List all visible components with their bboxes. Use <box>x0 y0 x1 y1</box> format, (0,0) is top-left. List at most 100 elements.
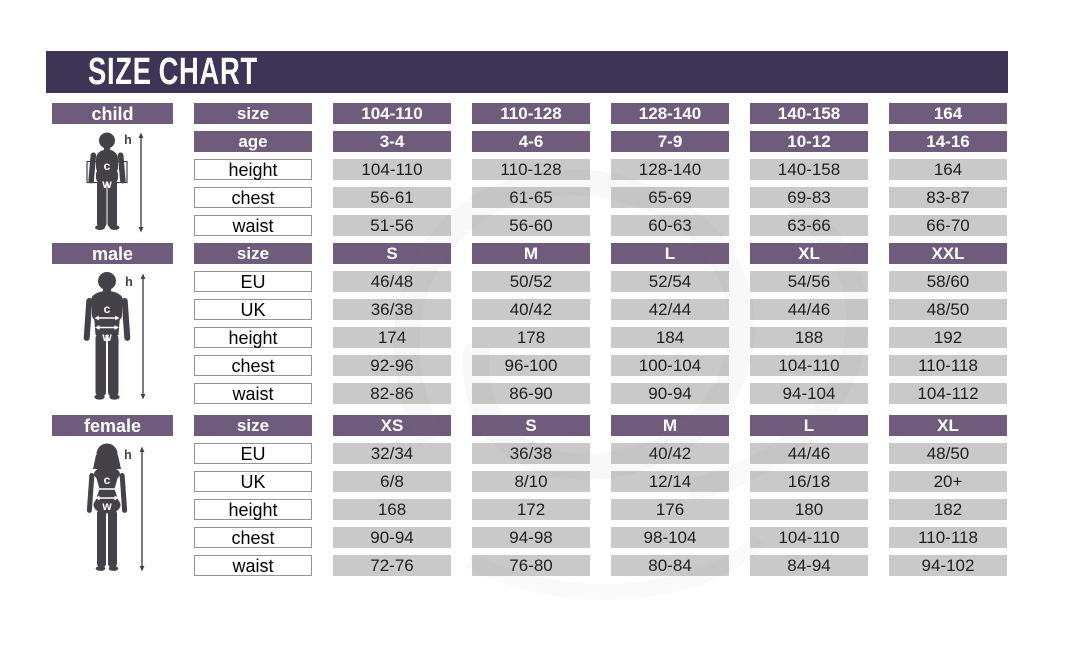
value-cell: 14-16 <box>889 131 1007 152</box>
value-cell: M <box>472 243 590 264</box>
value-cell: 61-65 <box>472 187 590 208</box>
value-cell: 110-118 <box>889 527 1007 548</box>
row-label-chest: chest <box>194 527 312 548</box>
height-label: h <box>124 133 132 147</box>
row-label-uk: UK <box>194 299 312 320</box>
height-label: h <box>125 275 133 289</box>
value-cell: 46/48 <box>333 271 451 292</box>
chest-label: c <box>103 302 110 316</box>
waist-arrow-icon <box>94 495 119 501</box>
row-label-height: height <box>194 499 312 520</box>
value-cell: 76-80 <box>472 555 590 576</box>
waist-label: w <box>101 499 112 513</box>
value-cell: 104-112 <box>889 383 1007 404</box>
row-label-size: size <box>194 243 312 264</box>
value-cell: 58/60 <box>889 271 1007 292</box>
value-cell: 40/42 <box>472 299 590 320</box>
value-cell: 192 <box>889 327 1007 348</box>
row-label-eu: EU <box>194 271 312 292</box>
value-cell: 6/8 <box>333 471 451 492</box>
row-label-height: height <box>194 159 312 180</box>
row-label-chest: chest <box>194 187 312 208</box>
child-figure-slot: h c w <box>52 131 173 236</box>
value-cell: 52/54 <box>611 271 729 292</box>
value-cell: L <box>611 243 729 264</box>
value-cell: 178 <box>472 327 590 348</box>
value-cell: 172 <box>472 499 590 520</box>
row-label-chest: chest <box>194 355 312 376</box>
chest-arrow-icon <box>92 486 121 492</box>
value-cell: XXL <box>889 243 1007 264</box>
row-label-size: size <box>194 415 312 436</box>
value-cell: 12/14 <box>611 471 729 492</box>
value-cell: 128-140 <box>611 103 729 124</box>
value-cell: 140-158 <box>750 159 868 180</box>
female-figure-slot: h c w <box>52 443 173 576</box>
value-cell: 110-128 <box>472 159 590 180</box>
size-chart: child h c w size 104-110 110-128 128-140 140… <box>52 103 1007 576</box>
male-figure-slot: h c w <box>52 271 173 404</box>
value-cell: 184 <box>611 327 729 348</box>
value-cell: 3-4 <box>333 131 451 152</box>
value-cell: 92-96 <box>333 355 451 376</box>
value-cell: 104-110 <box>750 355 868 376</box>
value-cell: 80-84 <box>611 555 729 576</box>
value-cell: 66-70 <box>889 215 1007 236</box>
value-cell: 104-110 <box>750 527 868 548</box>
value-cell: 94-104 <box>750 383 868 404</box>
male-figure-icon: h c w <box>83 272 145 400</box>
value-cell: 51-56 <box>333 215 451 236</box>
size-section-female: female h c <box>52 415 1007 576</box>
title-bar: SIZE CHART <box>46 51 1008 93</box>
value-cell: 104-110 <box>333 103 451 124</box>
value-cell: 96-100 <box>472 355 590 376</box>
value-cell: 56-61 <box>333 187 451 208</box>
row-label-uk: UK <box>194 471 312 492</box>
waist-arrow-icon <box>94 325 119 330</box>
value-cell: 40/42 <box>611 443 729 464</box>
measure-box <box>85 160 128 184</box>
value-cell: 60-63 <box>611 215 729 236</box>
value-cell: 20+ <box>889 471 1007 492</box>
value-cell: 48/50 <box>889 443 1007 464</box>
value-cell: 83-87 <box>889 187 1007 208</box>
page-title: SIZE CHART <box>88 50 258 93</box>
value-cell: 182 <box>889 499 1007 520</box>
value-cell: 82-86 <box>333 383 451 404</box>
value-cell: M <box>611 415 729 436</box>
value-cell: 128-140 <box>611 159 729 180</box>
female-figure-icon: h c w <box>86 443 144 572</box>
value-cell: 110-118 <box>889 355 1007 376</box>
value-cell: 72-76 <box>333 555 451 576</box>
value-cell: 188 <box>750 327 868 348</box>
value-cell: 110-128 <box>472 103 590 124</box>
waist-label: w <box>101 330 112 344</box>
chest-label: c <box>103 473 110 487</box>
height-label: h <box>124 448 132 462</box>
value-cell: 174 <box>333 327 451 348</box>
row-label-age: age <box>194 131 312 152</box>
value-cell: 86-90 <box>472 383 590 404</box>
value-cell: 36/38 <box>472 443 590 464</box>
size-section-child: child h c w size 104-110 110-128 128-140 140… <box>52 103 1007 236</box>
value-cell: 84-94 <box>750 555 868 576</box>
value-cell: 176 <box>611 499 729 520</box>
waist-label: w <box>101 177 112 191</box>
value-cell: 94-102 <box>889 555 1007 576</box>
value-cell: XL <box>889 415 1007 436</box>
section-label-male: male <box>52 243 173 264</box>
value-cell: 164 <box>889 159 1007 180</box>
value-cell: 32/34 <box>333 443 451 464</box>
value-cell: 90-94 <box>333 527 451 548</box>
row-label-waist: waist <box>194 215 312 236</box>
value-cell: 44/46 <box>750 443 868 464</box>
section-label-child: child <box>52 103 173 124</box>
value-cell: 50/52 <box>472 271 590 292</box>
value-cell: 94-98 <box>472 527 590 548</box>
value-cell: L <box>750 415 868 436</box>
value-cell: 180 <box>750 499 868 520</box>
value-cell: 10-12 <box>750 131 868 152</box>
value-cell: S <box>472 415 590 436</box>
value-cell: 69-83 <box>750 187 868 208</box>
value-cell: 63-66 <box>750 215 868 236</box>
